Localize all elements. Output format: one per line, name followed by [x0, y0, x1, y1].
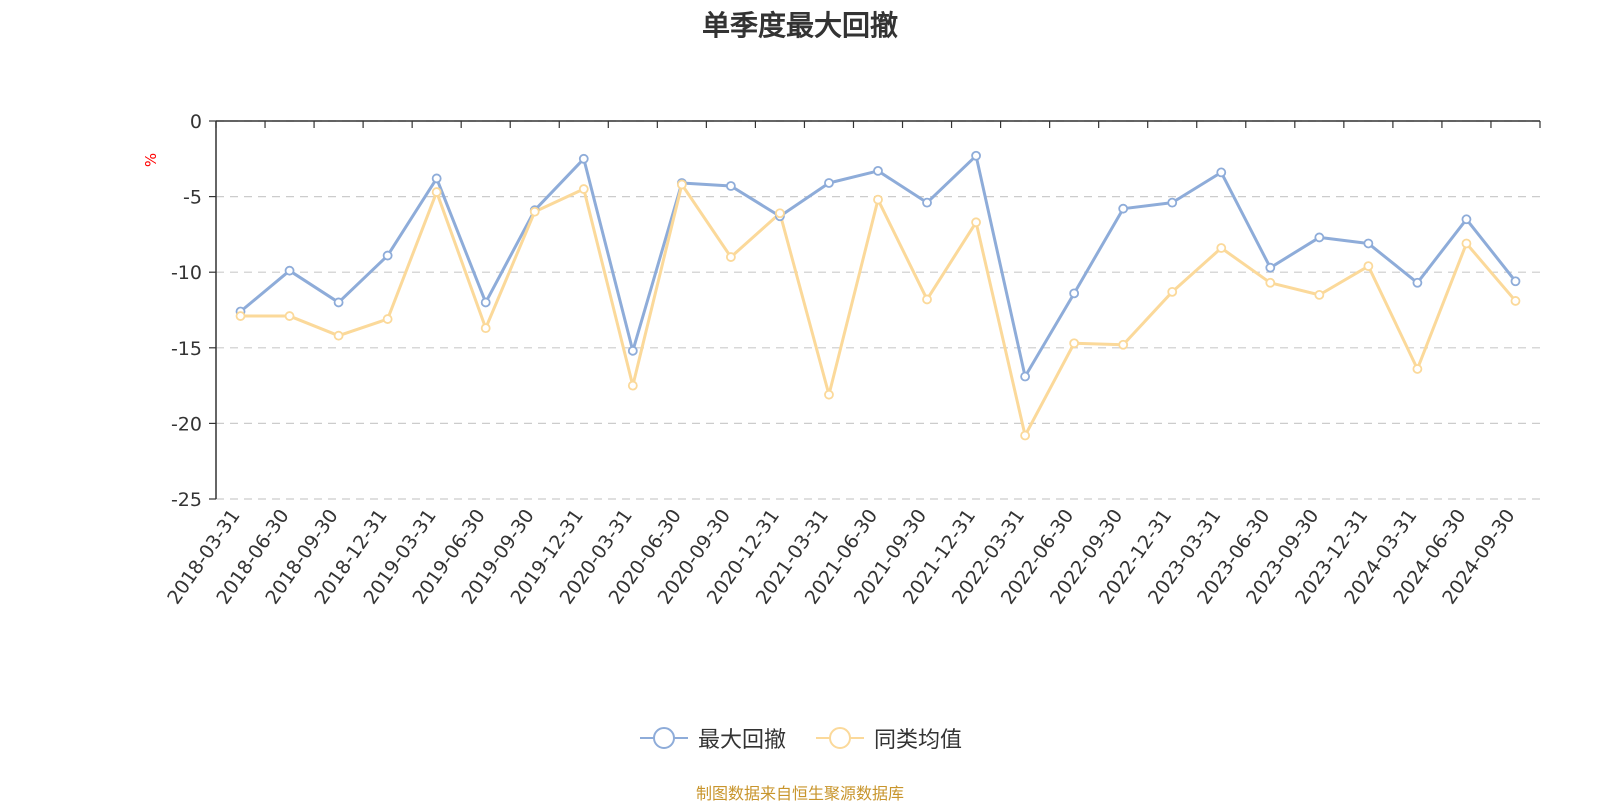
data-point: [333, 330, 344, 341]
data-point: [480, 297, 491, 308]
data-point: [824, 178, 834, 188]
legend-marker: [652, 727, 675, 749]
data-point: [1510, 276, 1521, 287]
line-chart: 0-5-10-15-20-252018-03-312018-06-302018-…: [142, 111, 1541, 608]
series-line: [240, 183, 1517, 437]
data-point: [1216, 167, 1227, 178]
data-point: [971, 150, 981, 161]
grid-layer: [216, 120, 1540, 500]
axis-layer: 0-5-10-15-20-252018-03-312018-06-302018-…: [163, 111, 1541, 608]
legend-marker: [829, 727, 851, 749]
legend-label: 最大回撤: [697, 728, 786, 753]
data-point: [1461, 238, 1472, 249]
data-point: [873, 165, 883, 176]
data-point: [1412, 364, 1423, 374]
data-point: [1363, 238, 1374, 249]
data-point: [676, 179, 687, 190]
data-point: [431, 187, 442, 197]
data-point: [284, 265, 295, 276]
legend-swatch-icon: [816, 727, 864, 749]
chart-title: 单季度最大回撤: [701, 9, 898, 42]
data-point: [382, 314, 393, 324]
data-point: [529, 206, 540, 217]
data-point: [725, 252, 736, 262]
data-point: [1265, 262, 1276, 273]
legend-item[interactable]: 同类均值: [814, 722, 962, 754]
data-point: [1118, 203, 1129, 214]
data-point: [431, 173, 442, 184]
data-point: [922, 294, 932, 305]
legend-item[interactable]: 最大回撤: [638, 722, 786, 754]
data-point: [578, 184, 589, 194]
data-point: [382, 250, 393, 261]
data-point: [1167, 197, 1178, 208]
data-point: [1314, 289, 1325, 300]
data-point: [1314, 232, 1325, 243]
data-point: [1118, 339, 1129, 350]
y-tick-label: -5: [183, 187, 202, 209]
data-point: [1069, 338, 1080, 349]
source-note: 制图数据来自恒生聚源数据库: [695, 784, 904, 803]
data-point: [627, 345, 638, 356]
data-point: [480, 323, 491, 334]
data-point: [1020, 371, 1031, 382]
y-tick-label: 0: [190, 111, 202, 133]
data-point: [1363, 261, 1374, 272]
data-point: [775, 208, 785, 219]
data-point: [971, 217, 981, 228]
data-point: [1461, 214, 1472, 225]
data-point: [1412, 277, 1423, 288]
data-point: [922, 197, 932, 208]
data-point: [1265, 277, 1276, 288]
data-point: [1020, 430, 1031, 441]
data-point: [235, 311, 246, 321]
y-tick-label: -10: [171, 262, 202, 284]
data-point: [1216, 243, 1227, 253]
data-point: [333, 297, 344, 308]
data-point: [627, 380, 638, 391]
y-tick-label: -25: [171, 489, 202, 511]
series-line: [239, 154, 1517, 379]
series-layer: [235, 150, 1521, 441]
data-point: [1167, 286, 1178, 297]
data-point: [578, 153, 589, 164]
y-tick-label: -20: [171, 413, 202, 435]
data-point: [725, 181, 736, 191]
data-point: [824, 389, 834, 400]
legend-label: 同类均值: [874, 728, 963, 753]
legend: 最大回撤 同类均值: [0, 722, 1600, 754]
y-axis-label: %: [142, 153, 160, 167]
data-point: [1069, 288, 1080, 299]
legend-swatch-icon: [639, 727, 688, 749]
data-point: [1510, 296, 1521, 306]
data-point: [873, 194, 883, 205]
data-point: [284, 311, 295, 321]
y-tick-label: -15: [171, 338, 202, 360]
